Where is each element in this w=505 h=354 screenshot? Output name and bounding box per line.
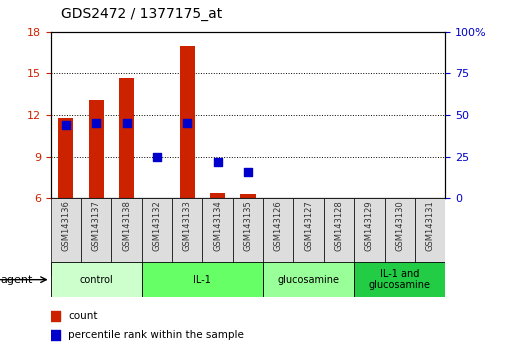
Bar (384, 198, 414, 276)
Bar (179, 46, 194, 198)
Bar (58, 118, 73, 198)
Text: GSM143135: GSM143135 (243, 201, 252, 251)
Point (279, 45, 287, 51)
Point (279, 215, 287, 221)
Point (183, 120, 191, 126)
Bar (263, 198, 293, 276)
Text: GSM143128: GSM143128 (334, 201, 343, 251)
Text: GSM143134: GSM143134 (213, 201, 222, 251)
Point (153, 154, 161, 159)
Text: GDS2472 / 1377175_at: GDS2472 / 1377175_at (61, 7, 222, 21)
Text: GSM143126: GSM143126 (273, 201, 282, 251)
Point (62, 122, 70, 128)
Text: GSM143133: GSM143133 (182, 201, 191, 251)
Bar (354, 198, 384, 276)
Text: control: control (79, 275, 113, 285)
Bar (141, 262, 263, 297)
Bar (88, 100, 104, 198)
Bar (50, 262, 141, 297)
Bar (414, 198, 444, 276)
Bar (50, 198, 81, 276)
Text: percentile rank within the sample: percentile rank within the sample (68, 330, 244, 340)
Text: GSM143129: GSM143129 (364, 201, 373, 251)
Bar (240, 194, 255, 198)
Text: GSM143136: GSM143136 (61, 201, 70, 251)
Point (243, 169, 251, 175)
Text: agent: agent (0, 275, 32, 285)
Bar (323, 198, 353, 276)
Bar (210, 193, 225, 198)
Bar (263, 262, 354, 297)
Text: GSM143130: GSM143130 (394, 201, 403, 251)
Bar (81, 198, 111, 276)
Text: count: count (68, 311, 97, 321)
Bar (202, 198, 232, 276)
Text: IL-1: IL-1 (193, 275, 211, 285)
Bar (354, 262, 444, 297)
Text: GSM143138: GSM143138 (122, 201, 131, 251)
Point (122, 120, 130, 126)
Text: GSM143132: GSM143132 (152, 201, 161, 251)
Text: glucosamine: glucosamine (277, 275, 339, 285)
Point (92, 120, 100, 126)
Bar (141, 198, 172, 276)
Text: GSM143131: GSM143131 (425, 201, 434, 251)
Bar (232, 198, 263, 276)
Text: IL-1 and
glucosamine: IL-1 and glucosamine (368, 269, 430, 291)
Bar (119, 78, 134, 198)
Bar (111, 198, 141, 276)
Text: GSM143137: GSM143137 (91, 201, 100, 251)
Bar (293, 198, 323, 276)
Bar (172, 198, 202, 276)
Text: GSM143127: GSM143127 (304, 201, 313, 251)
Point (213, 159, 221, 165)
